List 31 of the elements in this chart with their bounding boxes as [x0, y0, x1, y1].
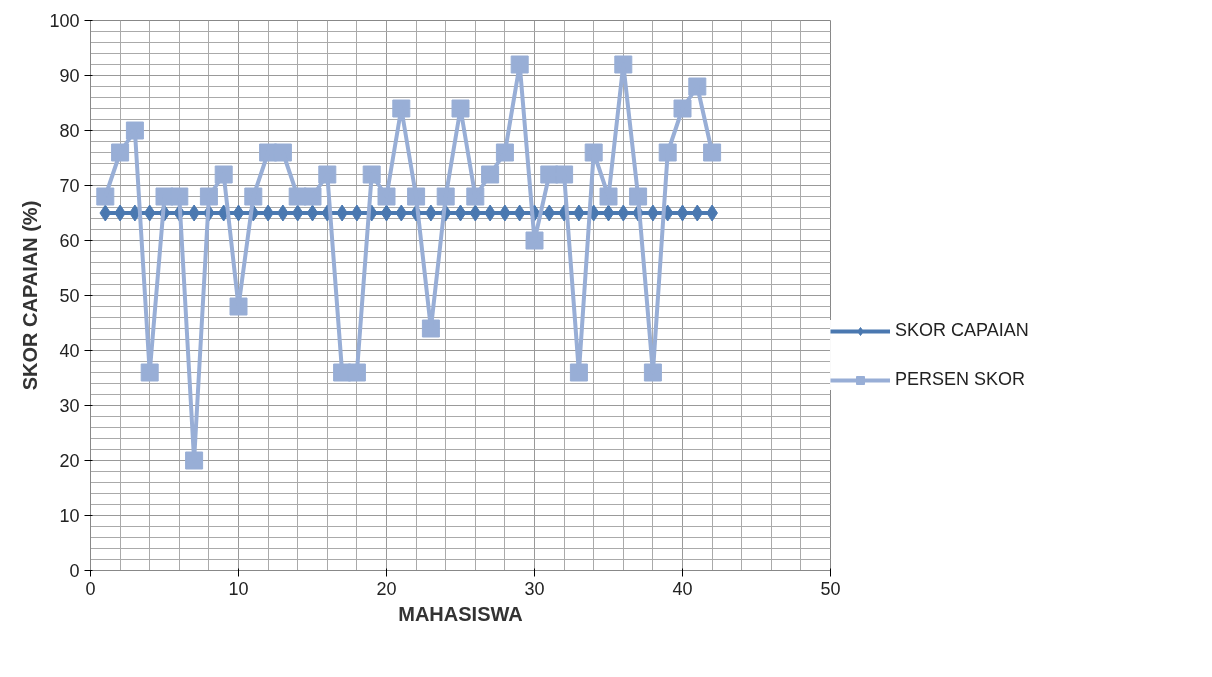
point — [96, 187, 115, 206]
point — [703, 143, 722, 162]
point — [451, 99, 470, 118]
x-tick-label: 20 — [376, 578, 397, 599]
y-tick-label: 0 — [69, 561, 80, 581]
point — [569, 363, 588, 382]
point — [140, 363, 159, 382]
x-tick-label: 10 — [228, 578, 249, 599]
legend-label: PERSEN SKOR — [895, 369, 1026, 390]
point — [643, 363, 662, 382]
x-tick-label: 50 — [820, 578, 841, 599]
point — [525, 231, 544, 250]
y-tick-label: 10 — [59, 506, 80, 526]
y-tick-label: 100 — [49, 11, 80, 31]
legend-label: SKOR CAPAIAN — [895, 320, 1029, 341]
y-tick-label: 70 — [59, 176, 80, 196]
y-tick-label: 90 — [59, 66, 80, 86]
y-tick-label: 80 — [59, 121, 80, 141]
y-tick-label: 30 — [59, 396, 80, 416]
point — [185, 451, 204, 470]
x-tick-label: 30 — [524, 578, 545, 599]
point — [599, 187, 618, 206]
y-axis-title: SKOR CAPAIAN (%) — [19, 200, 42, 391]
y-tick-label: 50 — [59, 286, 80, 306]
y-tick-label: 40 — [59, 341, 80, 361]
x-tick-label: 0 — [85, 578, 96, 599]
y-tick-label: 60 — [59, 231, 80, 251]
x-tick-label: 40 — [672, 578, 693, 599]
x-axis-title: MAHASISWA — [398, 602, 523, 625]
y-tick-label: 20 — [59, 451, 80, 471]
point — [229, 297, 248, 316]
